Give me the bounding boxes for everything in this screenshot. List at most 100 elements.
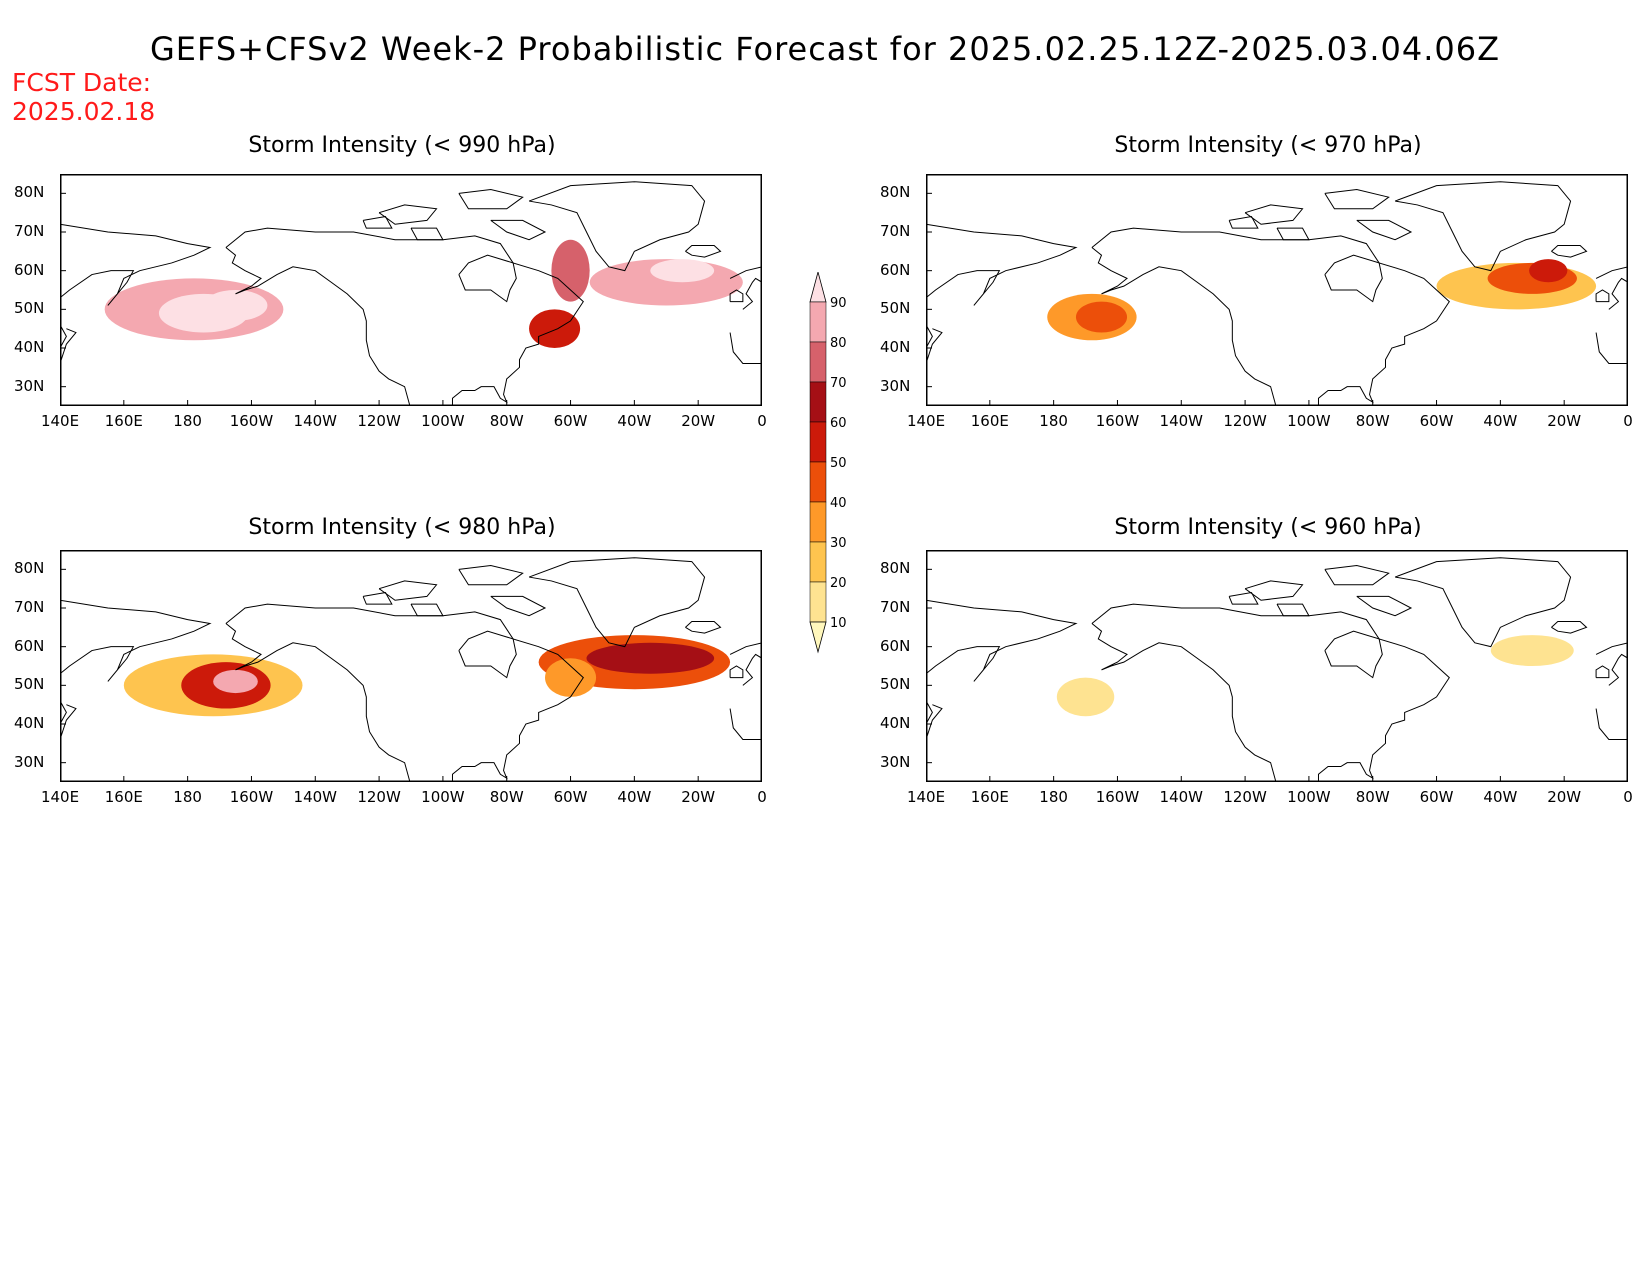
coastline	[362, 591, 393, 605]
coastline	[1595, 665, 1610, 679]
probability-blob	[551, 239, 590, 302]
coastline	[1394, 557, 1572, 648]
lon-label: 140W	[1159, 788, 1203, 806]
lon-label: 160E	[104, 788, 143, 806]
coastline	[490, 219, 547, 241]
coastline	[1091, 227, 1450, 406]
coastline	[1551, 621, 1588, 634]
coastline	[528, 557, 706, 648]
coastline	[1394, 181, 1572, 272]
lat-label: 70N	[14, 598, 45, 616]
lon-label: 120W	[357, 412, 401, 430]
page-title: GEFS+CFSv2 Week-2 Probabilistic Forecast…	[149, 30, 1501, 68]
coastline	[1244, 204, 1304, 225]
lon-label: 140E	[40, 788, 80, 806]
lon-label: 160E	[104, 412, 143, 430]
coastline	[378, 580, 438, 601]
coastline	[729, 665, 744, 679]
lon-label: 180	[1039, 788, 1068, 806]
colorbar-label: 80	[830, 336, 847, 351]
lon-label: 40W	[1483, 788, 1518, 806]
lat-label: 60N	[880, 636, 911, 655]
coastline	[1324, 630, 1383, 679]
map-svg	[925, 174, 1629, 419]
map-panel-960	[925, 550, 1629, 795]
colorbar-label: 20	[830, 576, 847, 591]
colorbar-label: 10	[830, 616, 847, 631]
coastline	[1595, 642, 1629, 655]
coastline	[59, 328, 77, 364]
lon-label: 0	[757, 788, 767, 806]
lon-label: 80W	[1355, 412, 1390, 430]
map-svg	[59, 550, 763, 795]
coastline	[458, 564, 524, 586]
probability-blob	[1056, 677, 1115, 717]
lat-label: 60N	[880, 260, 911, 279]
coastline	[1244, 580, 1304, 601]
lon-label: 80W	[489, 412, 524, 430]
map-frame	[926, 550, 1628, 782]
coastline	[225, 227, 584, 406]
lon-label: 140W	[293, 412, 337, 430]
coastline	[685, 621, 722, 634]
panel-title-960: Storm Intensity (< 960 hPa)	[1114, 515, 1422, 540]
probability-blob	[1490, 635, 1574, 666]
coastline	[729, 266, 763, 279]
lat-label: 70N	[880, 598, 911, 616]
lat-label: 70N	[880, 222, 911, 240]
lon-label: 100W	[421, 788, 465, 806]
lon-label: 160E	[970, 412, 1009, 430]
colorbar-label: 50	[830, 456, 847, 471]
lon-label: 60W	[553, 788, 588, 806]
lon-label: 100W	[1287, 412, 1331, 430]
coastline	[1091, 603, 1450, 782]
lon-label: 40W	[617, 412, 652, 430]
lon-label: 180	[1039, 412, 1068, 430]
coastline	[528, 181, 706, 272]
map-panel-990	[59, 174, 763, 419]
lat-label: 30N	[14, 752, 45, 771]
colorbar-segment	[809, 581, 827, 623]
colorbar-arrow-bottom	[809, 621, 827, 654]
coastline	[410, 227, 444, 241]
lon-label: 140E	[40, 412, 80, 430]
lon-label: 160W	[1095, 788, 1140, 806]
colorbar-label: 60	[830, 416, 847, 431]
probability-blob	[586, 642, 715, 674]
colorbar-segment	[809, 461, 827, 503]
colorbar-segment	[809, 421, 827, 463]
lon-label: 20W	[681, 788, 716, 806]
coastline	[1356, 219, 1413, 241]
lat-label: 40N	[14, 338, 45, 356]
lon-label: 140W	[293, 788, 337, 806]
map-panel-970	[925, 174, 1629, 419]
coastline	[1324, 188, 1390, 210]
coastline	[490, 595, 547, 617]
lon-label: 60W	[1419, 412, 1454, 430]
coastline	[1595, 266, 1629, 279]
coastline	[1595, 289, 1610, 303]
coastline	[925, 223, 1078, 306]
lon-label: 160E	[970, 788, 1009, 806]
lat-label: 40N	[14, 714, 45, 732]
coastline	[1551, 245, 1588, 258]
lon-label: 120W	[1223, 788, 1267, 806]
lat-label: 40N	[880, 714, 911, 732]
map-frame	[60, 174, 762, 406]
coastline	[59, 700, 67, 725]
colorbar-segment	[809, 301, 827, 343]
lat-label: 80N	[14, 559, 45, 578]
lon-label: 80W	[489, 788, 524, 806]
lon-label: 140E	[906, 788, 946, 806]
coastline	[925, 328, 943, 364]
coastline	[925, 324, 933, 349]
coastline	[685, 245, 722, 258]
lon-label: 140E	[906, 412, 946, 430]
probability-blob	[529, 309, 581, 348]
coastline	[1608, 653, 1629, 686]
coastline	[742, 653, 763, 686]
lon-label: 40W	[617, 788, 652, 806]
coastline	[59, 599, 212, 682]
lon-label: 160W	[229, 788, 274, 806]
lon-label: 20W	[1547, 412, 1582, 430]
